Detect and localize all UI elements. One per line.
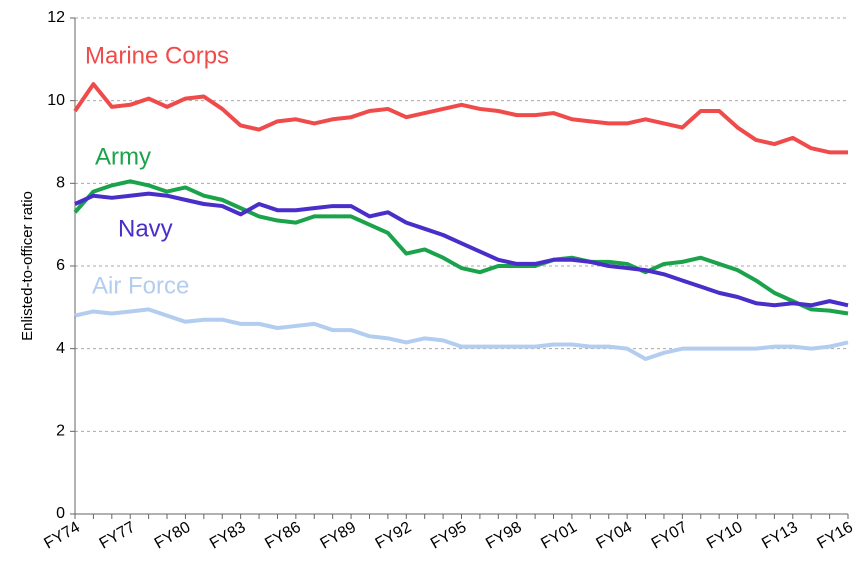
y-tick-label: 10 bbox=[47, 92, 65, 109]
x-tick-label: FY86 bbox=[262, 519, 304, 553]
y-tick-label: 6 bbox=[56, 257, 65, 274]
y-tick-label: 8 bbox=[56, 175, 65, 192]
y-tick-label: 0 bbox=[56, 505, 65, 522]
x-tick-label: FY01 bbox=[538, 519, 580, 553]
x-tick-label: FY98 bbox=[483, 519, 525, 553]
y-tick-label: 2 bbox=[56, 423, 65, 440]
x-tick-label: FY74 bbox=[41, 519, 83, 553]
y-tick-label: 12 bbox=[47, 9, 65, 26]
x-tick-label: FY13 bbox=[759, 519, 801, 553]
x-tick-label: FY92 bbox=[373, 519, 415, 553]
x-tick-label: FY77 bbox=[97, 519, 139, 553]
x-tick-label: FY16 bbox=[814, 519, 853, 553]
x-tick-label: FY95 bbox=[428, 519, 470, 553]
x-tick-label: FY80 bbox=[152, 519, 194, 553]
x-tick-label: FY89 bbox=[317, 519, 359, 553]
x-tick-label: FY10 bbox=[704, 519, 746, 553]
series-label: Marine Corps bbox=[85, 42, 229, 69]
x-tick-label: FY83 bbox=[207, 519, 249, 553]
series-label: Army bbox=[95, 143, 151, 170]
series-line bbox=[73, 179, 849, 316]
series-line bbox=[74, 191, 849, 308]
y-tick-label: 4 bbox=[56, 340, 65, 357]
series-label: Navy bbox=[118, 215, 173, 242]
series-label: Air Force bbox=[92, 272, 189, 299]
series-line bbox=[73, 82, 848, 155]
y-axis-label: Enlisted-to-officer ratio bbox=[19, 191, 36, 341]
x-tick-label: FY07 bbox=[649, 519, 691, 553]
series-line bbox=[74, 307, 849, 361]
x-tick-label: FY04 bbox=[594, 519, 636, 553]
